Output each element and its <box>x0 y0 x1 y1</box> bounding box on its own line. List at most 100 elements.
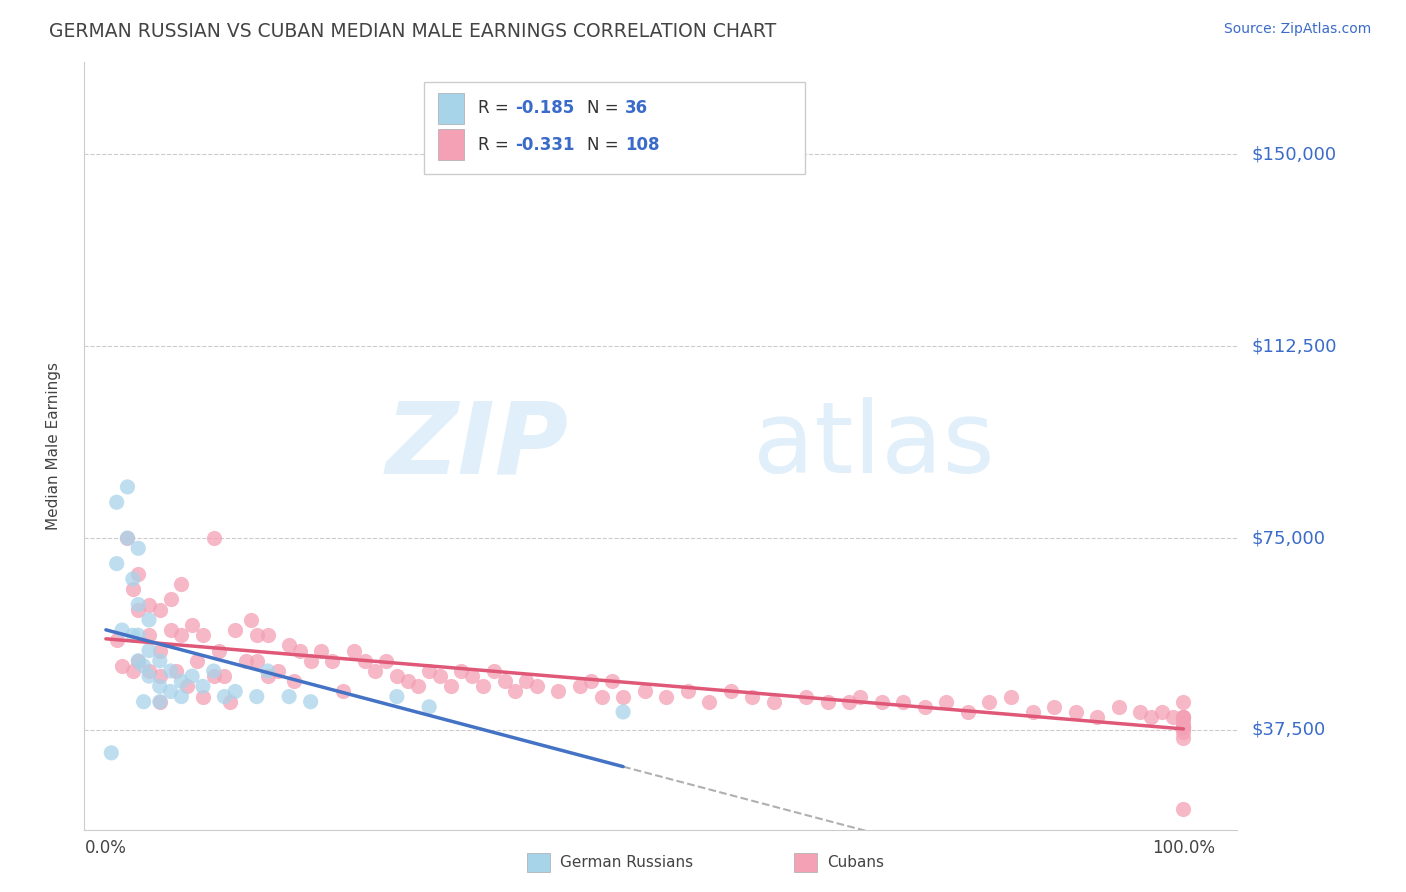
Point <box>515 674 537 689</box>
Point <box>1043 699 1066 714</box>
Point <box>181 618 204 632</box>
Text: 36: 36 <box>626 100 648 118</box>
Point <box>321 654 343 668</box>
Point <box>1173 710 1195 724</box>
Point <box>1173 720 1195 734</box>
Point <box>256 628 278 642</box>
Point <box>569 679 592 693</box>
Point <box>170 628 193 642</box>
Point <box>176 679 198 693</box>
Point <box>612 690 634 704</box>
Point <box>299 695 322 709</box>
Point <box>117 531 139 545</box>
Text: Cubans: Cubans <box>827 855 884 870</box>
Point <box>267 664 290 678</box>
Point <box>165 664 187 678</box>
Point <box>170 690 193 704</box>
Point <box>224 684 246 698</box>
Point <box>461 669 484 683</box>
Point <box>138 669 160 683</box>
Point <box>191 690 214 704</box>
Point <box>224 623 246 637</box>
Text: Source: ZipAtlas.com: Source: ZipAtlas.com <box>1223 22 1371 37</box>
FancyBboxPatch shape <box>425 81 806 174</box>
Point <box>121 582 143 597</box>
Text: R =: R = <box>478 100 513 118</box>
Point <box>256 669 278 683</box>
Point <box>838 695 860 709</box>
Point <box>117 480 139 494</box>
Text: ZIP: ZIP <box>385 398 568 494</box>
Point <box>159 592 181 607</box>
Point <box>132 659 155 673</box>
Point <box>418 664 440 678</box>
FancyBboxPatch shape <box>439 129 464 160</box>
Point <box>240 613 263 627</box>
Point <box>602 674 624 689</box>
Point <box>127 654 149 668</box>
Point <box>1173 720 1195 734</box>
FancyBboxPatch shape <box>794 853 817 872</box>
Point <box>132 695 155 709</box>
Text: -0.331: -0.331 <box>516 136 575 153</box>
Point <box>208 643 231 657</box>
Text: N =: N = <box>588 100 624 118</box>
Point <box>299 654 322 668</box>
Point <box>418 699 440 714</box>
Point <box>676 684 699 698</box>
Point <box>364 664 387 678</box>
Point <box>100 746 122 760</box>
Point <box>579 674 602 689</box>
Point <box>127 566 149 581</box>
Point <box>408 679 430 693</box>
Point <box>246 628 269 642</box>
Point <box>385 669 408 683</box>
Text: $37,500: $37,500 <box>1251 721 1326 739</box>
Point <box>979 695 1001 709</box>
Point <box>191 628 214 642</box>
FancyBboxPatch shape <box>527 853 550 872</box>
Point <box>794 690 817 704</box>
Point <box>353 654 375 668</box>
Point <box>591 690 613 704</box>
Point <box>891 695 914 709</box>
Point <box>343 643 366 657</box>
Point <box>1021 705 1043 719</box>
Point <box>127 602 149 616</box>
Point <box>202 669 225 683</box>
Point <box>202 531 225 545</box>
Point <box>138 643 160 657</box>
Point <box>111 659 134 673</box>
Point <box>697 695 720 709</box>
Point <box>396 674 419 689</box>
Point <box>311 643 333 657</box>
Point <box>1150 705 1173 719</box>
Point <box>186 654 208 668</box>
Point <box>1173 710 1195 724</box>
Point <box>849 690 872 704</box>
Point <box>505 684 527 698</box>
Text: 108: 108 <box>626 136 659 153</box>
Text: $75,000: $75,000 <box>1251 529 1326 547</box>
Point <box>935 695 957 709</box>
Point <box>138 613 160 627</box>
Point <box>170 577 193 591</box>
Text: GERMAN RUSSIAN VS CUBAN MEDIAN MALE EARNINGS CORRELATION CHART: GERMAN RUSSIAN VS CUBAN MEDIAN MALE EARN… <box>49 22 776 41</box>
Point <box>138 598 160 612</box>
Point <box>138 628 160 642</box>
Point <box>278 690 301 704</box>
Point <box>429 669 451 683</box>
Point <box>214 669 236 683</box>
Point <box>612 705 634 719</box>
Point <box>105 633 128 648</box>
Point <box>149 695 172 709</box>
Point <box>121 572 143 586</box>
Text: R =: R = <box>478 136 513 153</box>
Text: N =: N = <box>588 136 624 153</box>
Point <box>214 690 236 704</box>
FancyBboxPatch shape <box>439 93 464 124</box>
Point <box>127 628 149 642</box>
Point <box>246 654 269 668</box>
Point <box>278 639 301 653</box>
Point <box>450 664 472 678</box>
